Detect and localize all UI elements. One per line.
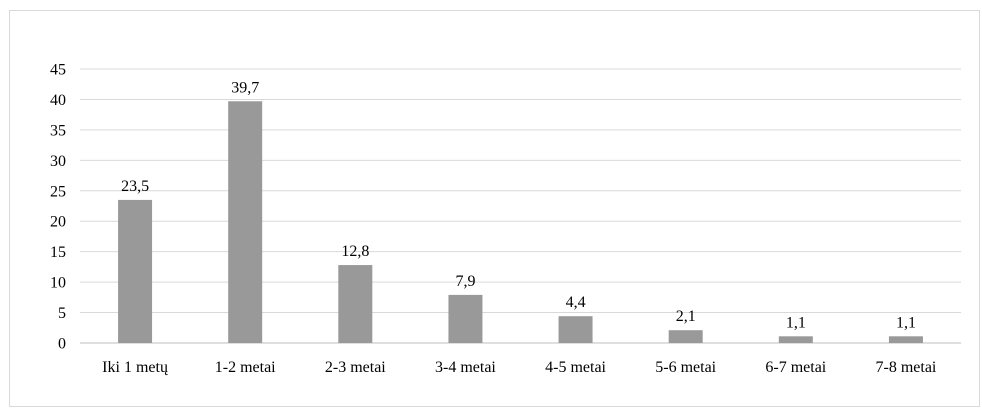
x-tick-label: 5-6 metai [655, 359, 716, 376]
data-label: 1,1 [896, 314, 916, 331]
x-tick-label: 7-8 metai [876, 359, 937, 376]
bar [118, 199, 153, 343]
bar [558, 316, 593, 343]
labels: 0 5 10 15 20 25 30 35 40 45 23,5 Iki 1 metų 39,7 1-2 … [50, 62, 937, 377]
bar [668, 330, 703, 343]
y-tick-label: 30 [50, 153, 66, 170]
data-label: 12,8 [341, 243, 369, 260]
data-label: 1,1 [786, 314, 806, 331]
bar [448, 294, 483, 343]
data-label: 39,7 [231, 79, 259, 96]
bar [338, 265, 373, 343]
data-label: 23,5 [121, 178, 149, 195]
x-tick-label: 3-4 metai [435, 359, 496, 376]
y-tick-label: 0 [58, 336, 66, 353]
y-tick-label: 45 [50, 62, 66, 79]
data-label: 2,1 [676, 308, 696, 325]
y-tick-label: 20 [50, 214, 66, 231]
chart-frame [9, 10, 980, 407]
bar [888, 336, 923, 343]
x-tick-label: 2-3 metai [325, 359, 386, 376]
gridlines [80, 68, 961, 314]
bar [228, 101, 263, 343]
y-tick-label: 15 [50, 244, 66, 261]
x-tick-label: Iki 1 metų [102, 359, 169, 376]
y-tick-label: 10 [50, 275, 66, 292]
y-tick-label: 35 [50, 122, 66, 139]
y-tick-label: 5 [58, 305, 66, 322]
x-tick-label: 4-5 metai [545, 359, 606, 376]
y-tick-label: 40 [50, 92, 66, 109]
x-tick-label: 6-7 metai [765, 359, 826, 376]
data-label: 4,4 [566, 294, 586, 311]
y-tick-label: 25 [50, 183, 66, 200]
bar [778, 336, 813, 343]
data-label: 7,9 [455, 273, 475, 290]
x-tick-label: 1-2 metai [215, 359, 276, 376]
bars [118, 101, 923, 343]
